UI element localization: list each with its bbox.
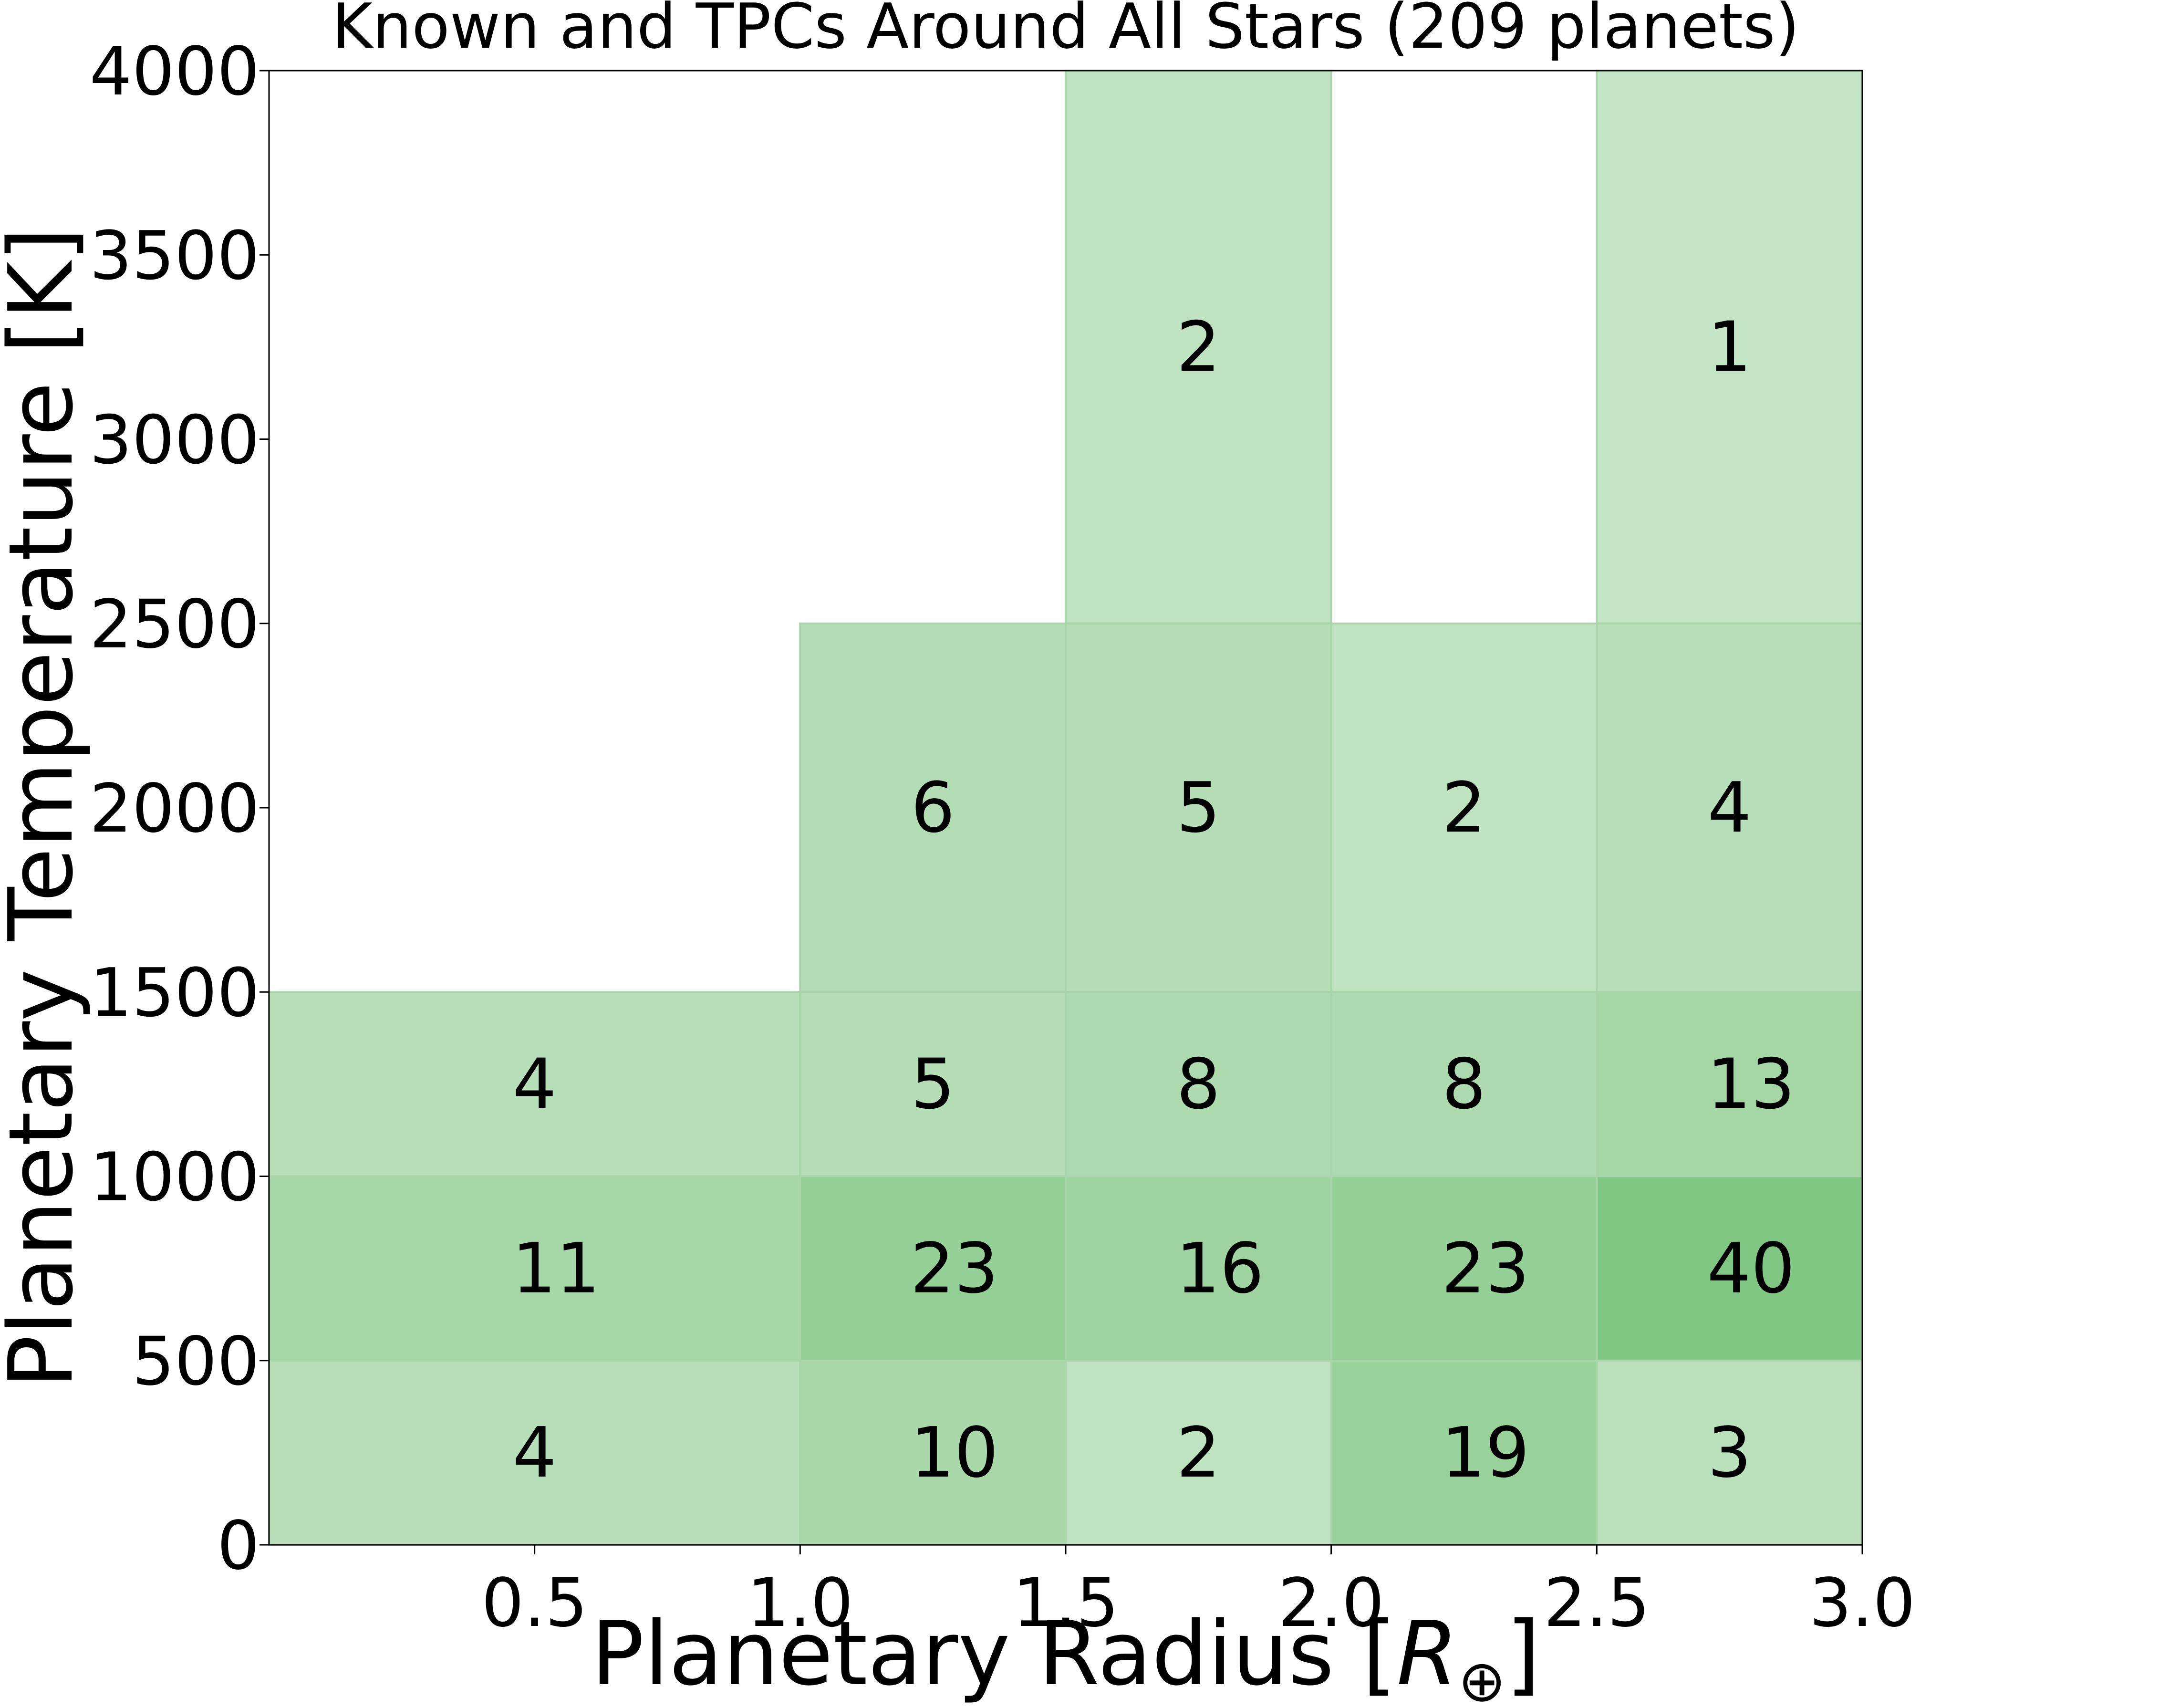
y-tick-label: 1000 bbox=[90, 1139, 260, 1217]
heatmap-cell bbox=[1596, 991, 1863, 1177]
cell-count-label: 6 bbox=[911, 768, 955, 848]
y-tick-label: 500 bbox=[132, 1323, 260, 1401]
cell-count-label: 2 bbox=[1176, 1413, 1220, 1493]
x-tick-label: 1.5 bbox=[1013, 1564, 1119, 1642]
cell-count-label: 1 bbox=[1708, 307, 1752, 387]
cell-count-label: 13 bbox=[1707, 1044, 1795, 1125]
heatmap-cell bbox=[268, 1359, 801, 1546]
heatmap-cell bbox=[1330, 622, 1598, 993]
heatmap-cell bbox=[268, 1175, 801, 1362]
heatmap-cell bbox=[1330, 991, 1598, 1177]
y-tick-label: 1500 bbox=[90, 954, 260, 1032]
cell-count-label: 19 bbox=[1442, 1413, 1530, 1493]
heatmap-cell bbox=[799, 991, 1067, 1177]
cell-count-label: 4 bbox=[513, 1413, 557, 1493]
y-axis-ticks: 0 500 1000 1500 2000 2500 3000 3500 4000 bbox=[90, 33, 269, 1585]
cell-count-label: 2 bbox=[1176, 307, 1220, 387]
x-tick-label: 2.5 bbox=[1544, 1564, 1650, 1642]
cell-count-label: 10 bbox=[910, 1413, 998, 1493]
y-tick-label: 2000 bbox=[90, 770, 260, 848]
heatmap-cell bbox=[1330, 1359, 1598, 1546]
cell-count-label: 4 bbox=[513, 1044, 557, 1125]
heatmap-cell bbox=[1596, 1175, 1863, 1362]
y-tick-label: 3500 bbox=[90, 217, 260, 295]
heatmap-cell bbox=[268, 991, 801, 1177]
chart-title: Known and TPCs Around All Stars (209 pla… bbox=[332, 0, 1800, 62]
heatmap-cell bbox=[1596, 1359, 1863, 1546]
heatmap-cell bbox=[1065, 70, 1332, 625]
y-tick-label: 0 bbox=[217, 1507, 260, 1585]
heatmap-cells bbox=[268, 70, 1863, 1546]
x-tick-label: 1.0 bbox=[747, 1564, 853, 1642]
cell-count-label: 4 bbox=[1708, 768, 1752, 848]
heatmap-cell bbox=[799, 1359, 1067, 1546]
heatmap-cell bbox=[1065, 1359, 1332, 1546]
y-tick-label: 2500 bbox=[90, 586, 260, 664]
cell-count-label: 23 bbox=[910, 1229, 998, 1309]
cell-count-label: 40 bbox=[1707, 1229, 1795, 1309]
heatmap-cell bbox=[1065, 1175, 1332, 1362]
cell-count-label: 8 bbox=[1176, 1044, 1220, 1125]
cell-count-label: 5 bbox=[1176, 768, 1220, 848]
heatmap-cell bbox=[1596, 622, 1863, 993]
cell-count-label: 8 bbox=[1442, 1044, 1486, 1125]
cell-count-label: 11 bbox=[512, 1229, 600, 1309]
heatmap-cell bbox=[1065, 991, 1332, 1177]
cell-count-label: 2 bbox=[1442, 768, 1486, 848]
heatmap-cell bbox=[1596, 70, 1863, 625]
x-axis-label: Planetary Radius [R⊕] bbox=[591, 1602, 1540, 1708]
y-axis-label: Planetary Temperature [K] bbox=[0, 227, 93, 1388]
cell-count-label: 23 bbox=[1442, 1229, 1530, 1309]
x-axis-ticks: 0.5 1.0 1.5 2.0 2.5 3.0 bbox=[481, 1545, 1915, 1642]
cell-count-label: 3 bbox=[1708, 1413, 1752, 1493]
cell-count-label: 5 bbox=[911, 1044, 955, 1125]
cell-count-label: 16 bbox=[1176, 1229, 1264, 1309]
x-tick-label: 3.0 bbox=[1809, 1564, 1916, 1642]
x-tick-label: 2.0 bbox=[1278, 1564, 1384, 1642]
x-tick-label: 0.5 bbox=[481, 1564, 588, 1642]
y-tick-label: 3000 bbox=[90, 402, 260, 479]
heatmap-cell bbox=[799, 622, 1067, 993]
y-tick-label: 4000 bbox=[90, 33, 260, 111]
heatmap-cell bbox=[799, 1175, 1067, 1362]
